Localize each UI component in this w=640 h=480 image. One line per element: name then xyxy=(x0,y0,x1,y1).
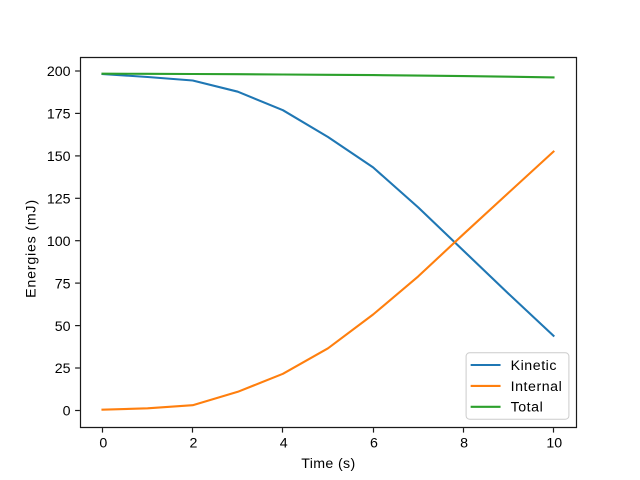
svg-text:8: 8 xyxy=(460,436,468,452)
svg-text:100: 100 xyxy=(47,234,71,250)
svg-text:Internal: Internal xyxy=(511,379,563,395)
svg-text:125: 125 xyxy=(47,192,71,208)
svg-text:25: 25 xyxy=(55,361,71,377)
svg-text:4: 4 xyxy=(280,436,288,452)
svg-text:0: 0 xyxy=(99,436,107,452)
svg-text:150: 150 xyxy=(47,149,71,165)
svg-text:75: 75 xyxy=(55,276,71,292)
svg-text:175: 175 xyxy=(47,107,71,123)
svg-text:Energies (mJ): Energies (mJ) xyxy=(24,199,40,298)
svg-text:200: 200 xyxy=(47,64,71,80)
svg-text:2: 2 xyxy=(190,436,198,452)
svg-text:Time (s): Time (s) xyxy=(301,456,355,472)
svg-text:0: 0 xyxy=(63,404,71,420)
svg-text:Kinetic: Kinetic xyxy=(511,358,557,374)
svg-text:Total: Total xyxy=(511,400,544,416)
svg-text:50: 50 xyxy=(55,319,71,335)
svg-text:10: 10 xyxy=(546,436,562,452)
svg-text:6: 6 xyxy=(370,436,378,452)
